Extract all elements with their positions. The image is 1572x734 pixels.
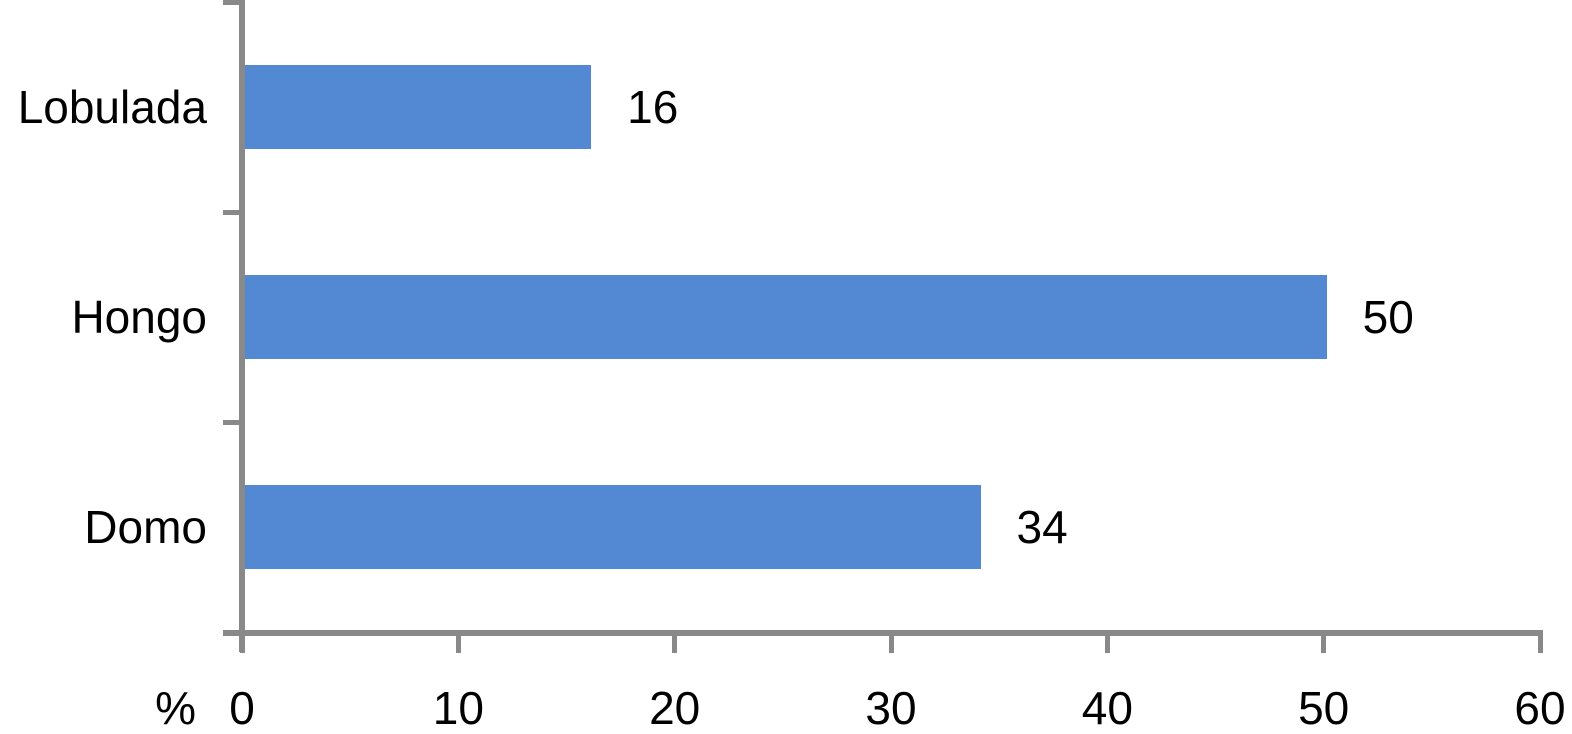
category-label: Hongo [71,291,207,343]
x-axis-tick [1537,636,1543,653]
x-axis-tick [1321,636,1327,653]
x-axis-tick-label: 0 [229,682,255,734]
x-axis-tick [455,636,461,653]
x-axis-tick [888,636,894,653]
x-axis-tick-label: 30 [865,682,917,734]
x-axis-tick [672,636,678,653]
x-axis-unit-label: % [155,682,196,734]
value-label: 34 [1016,501,1068,553]
bar [245,485,981,569]
category-label: Domo [84,501,207,553]
y-axis-line [239,0,245,652]
x-axis-tick-label: 50 [1298,682,1350,734]
y-axis-tick [223,0,240,5]
bar [245,65,592,149]
y-axis-tick [223,209,240,215]
x-axis-line [223,630,1543,636]
x-axis-tick-label: 60 [1514,682,1566,734]
category-label: Lobulada [17,81,207,133]
bar [245,275,1327,359]
value-label: 16 [627,81,679,133]
y-axis-tick [223,419,240,425]
x-axis-tick-label: 10 [432,682,484,734]
x-axis-tick [1104,636,1110,653]
x-axis-tick-label: 20 [649,682,701,734]
x-axis-tick-label: 40 [1081,682,1133,734]
x-axis-tick [239,636,245,653]
value-label: 50 [1362,291,1414,343]
